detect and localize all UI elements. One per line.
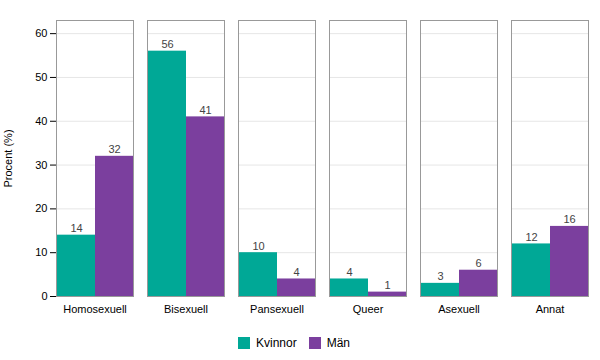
svg-text:Pansexuell: Pansexuell [250,303,304,315]
svg-text:50: 50 [35,71,47,83]
svg-text:4: 4 [293,266,299,278]
svg-text:6: 6 [475,257,481,269]
svg-text:Procent (%): Procent (%) [2,129,14,187]
html-text:Kvinnor: Kvinnor [256,335,297,350]
svg-text:56: 56 [161,38,173,50]
svg-text:0: 0 [41,290,47,302]
svg-text:30: 30 [35,159,47,171]
svg-text:60: 60 [35,27,47,39]
svg-text:16: 16 [563,213,575,225]
svg-text:1: 1 [384,279,390,291]
svg-text:Asexuell: Asexuell [438,303,480,315]
svg-text:Annat: Annat [536,303,565,315]
svg-text:12: 12 [525,231,537,243]
html-text:Män: Män [326,335,350,350]
svg-text:41: 41 [199,104,211,116]
svg-text:3: 3 [437,270,443,282]
svg-text:Queer: Queer [353,303,384,315]
svg-text:Bisexuell: Bisexuell [164,303,208,315]
svg-text:40: 40 [35,115,47,127]
svg-text:10: 10 [252,240,264,252]
svg-text:14: 14 [70,222,82,234]
svg-text:10: 10 [35,246,47,258]
svg-text:20: 20 [35,202,47,214]
svg-text:32: 32 [108,143,120,155]
svg-text:4: 4 [346,266,352,278]
svg-text:Homosexuell: Homosexuell [63,303,127,315]
